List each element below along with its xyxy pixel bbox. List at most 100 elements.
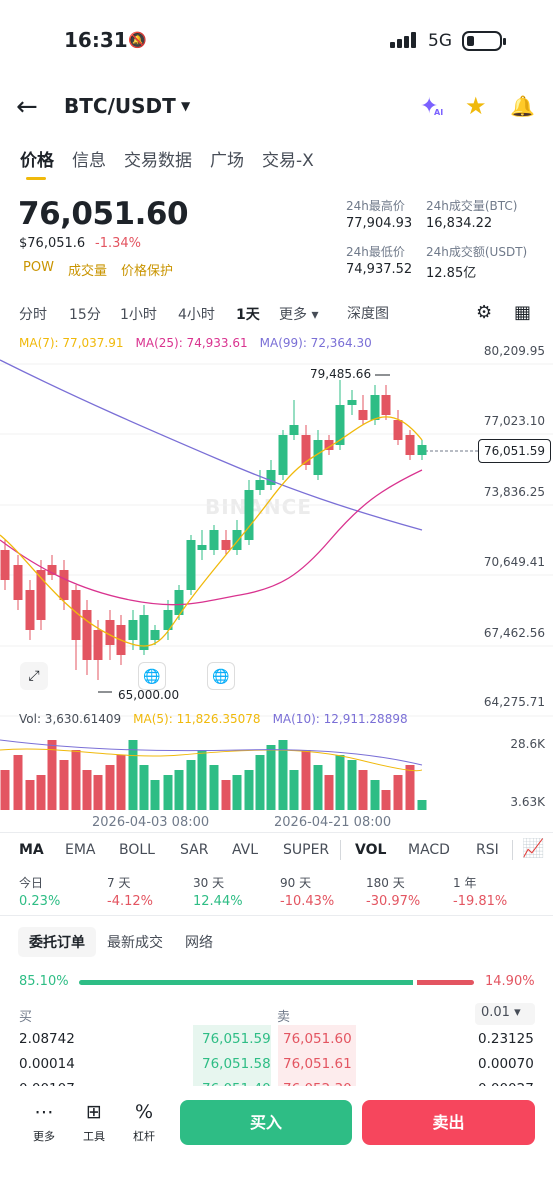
leverage-icon[interactable]: %: [134, 1101, 154, 1123]
divider: [0, 832, 553, 833]
indicator-super[interactable]: SUPER: [283, 842, 330, 858]
last-price: 76,051.60: [18, 196, 189, 232]
bid-price[interactable]: 76,051.58: [202, 1056, 271, 1072]
indicator-ma[interactable]: MA: [19, 842, 44, 858]
bid-qty[interactable]: 0.00014: [19, 1056, 75, 1072]
ask-qty[interactable]: 0.00070: [478, 1056, 534, 1072]
perf-label: 今日: [19, 876, 44, 890]
more-label[interactable]: 更多: [33, 1130, 55, 1143]
candle-body: [324, 440, 334, 450]
candle-body: [209, 530, 219, 550]
price-axis-label: 67,462.56: [483, 626, 545, 640]
ask-qty[interactable]: 0.23125: [478, 1031, 534, 1047]
volume-bar: [116, 755, 126, 810]
tools-label[interactable]: 工具: [83, 1130, 105, 1143]
indicator-vol[interactable]: VOL: [355, 842, 387, 858]
indicator-chart-icon[interactable]: 📈: [522, 838, 545, 859]
tab-trading-data[interactable]: 交易数据: [124, 151, 192, 171]
tools-icon[interactable]: ⊞: [86, 1101, 102, 1123]
interval-more[interactable]: 更多 ▾: [279, 307, 319, 323]
favorite-star-icon[interactable]: ★: [465, 92, 487, 120]
stat-value: 74,937.52: [346, 262, 413, 277]
chart-settings-icon[interactable]: ⚙: [476, 302, 493, 323]
buy-button[interactable]: 买入: [180, 1100, 352, 1145]
layout-grid-icon[interactable]: ▦: [514, 302, 532, 323]
precision-select[interactable]: 0.01 ▾: [475, 1003, 535, 1025]
indicator-avl[interactable]: AVL: [232, 842, 259, 858]
candle-body: [139, 615, 149, 650]
candle-body: [393, 420, 403, 440]
candle-body: [186, 540, 196, 590]
ask-header: 卖: [277, 1010, 291, 1025]
perf-value: -30.97%: [366, 894, 421, 909]
sell-ratio: 14.90%: [485, 974, 535, 989]
leverage-label[interactable]: 杠杆: [133, 1130, 155, 1143]
divider: [512, 840, 513, 860]
more-icon[interactable]: ⋯: [34, 1101, 54, 1123]
stat-label: 24h成交额(USDT): [426, 245, 528, 259]
candle-body: [174, 590, 184, 615]
depth-chart-tab[interactable]: 深度图: [347, 306, 389, 322]
ma99-line: [0, 359, 423, 531]
bid-price[interactable]: 76,051.59: [202, 1031, 271, 1047]
bid-qty[interactable]: 2.08742: [19, 1031, 75, 1047]
tag-pow[interactable]: POW: [23, 260, 54, 275]
interval-time[interactable]: 分时: [19, 307, 47, 323]
usd-price: $76,051.6: [19, 236, 86, 251]
volume-bar: [47, 740, 57, 810]
price-axis-label: 80,209.95: [483, 344, 545, 358]
orderbook-tabs: 委托订单 最新成交 网络: [18, 927, 224, 957]
vol-ma10-line: [0, 739, 423, 766]
notification-bell-icon[interactable]: 🔔: [510, 94, 535, 118]
indicator-rsi[interactable]: RSI: [476, 842, 499, 858]
candle-body: [266, 470, 276, 485]
back-arrow-icon[interactable]: ←: [16, 92, 38, 122]
tab-order-book[interactable]: 委托订单: [18, 927, 96, 957]
interval-15m[interactable]: 15分: [69, 307, 101, 323]
indicator-boll[interactable]: BOLL: [119, 842, 155, 858]
tab-price[interactable]: 价格: [20, 151, 54, 171]
sell-ratio-bar: [417, 980, 474, 985]
ask-price[interactable]: 76,051.61: [283, 1056, 352, 1072]
ask-price[interactable]: 76,051.60: [283, 1031, 352, 1047]
signal-icon: [390, 32, 418, 48]
divider: [0, 915, 553, 916]
tab-network[interactable]: 网络: [185, 935, 213, 951]
perf-value: 12.44%: [193, 894, 243, 909]
candlestick-chart[interactable]: [0, 340, 553, 830]
ma25-label: MA(25): 74,933.61: [135, 336, 248, 350]
volume-bar: [197, 750, 207, 810]
tab-latest-trades[interactable]: 最新成交: [107, 935, 163, 951]
volume-bar: [347, 760, 357, 810]
interval-1h[interactable]: 1小时: [120, 307, 157, 323]
tag-volume[interactable]: 成交量: [67, 264, 107, 279]
volume-bar: [301, 750, 311, 810]
interval-4h[interactable]: 4小时: [178, 307, 215, 323]
globe-icon[interactable]: 🌐: [138, 662, 166, 690]
chevron-down-icon[interactable]: ▼: [181, 99, 191, 113]
tag-price-protection[interactable]: 价格保护: [120, 264, 173, 279]
ai-sparkle-icon[interactable]: ✦ AI: [420, 94, 444, 119]
sell-button[interactable]: 卖出: [362, 1100, 535, 1145]
interval-1d[interactable]: 1天: [236, 307, 260, 323]
candle-body: [278, 435, 288, 475]
tab-info[interactable]: 信息: [72, 151, 106, 171]
pair-title[interactable]: BTC/USDT: [64, 94, 176, 118]
globe-icon[interactable]: 🌐: [207, 662, 235, 690]
expand-icon[interactable]: ⤢: [20, 662, 48, 690]
indicator-sar[interactable]: SAR: [180, 842, 209, 858]
battery-icon: [462, 31, 506, 51]
perf-label: 7 天: [107, 876, 131, 890]
stat-value: 77,904.93: [346, 216, 413, 231]
stat-label: 24h最低价: [346, 245, 405, 259]
indicator-ema[interactable]: EMA: [65, 842, 96, 858]
tab-trade-x[interactable]: 交易-X: [262, 151, 314, 171]
vol-label: Vol: 3,630.61409: [19, 712, 122, 726]
candle-body: [381, 395, 391, 415]
candle-body: [105, 620, 115, 645]
indicator-macd[interactable]: MACD: [408, 842, 450, 858]
stat-value: 12.85亿: [426, 266, 477, 281]
tab-square[interactable]: 广场: [210, 151, 244, 171]
candle-body: [255, 480, 265, 490]
price-axis-label: 77,023.10: [483, 414, 545, 428]
